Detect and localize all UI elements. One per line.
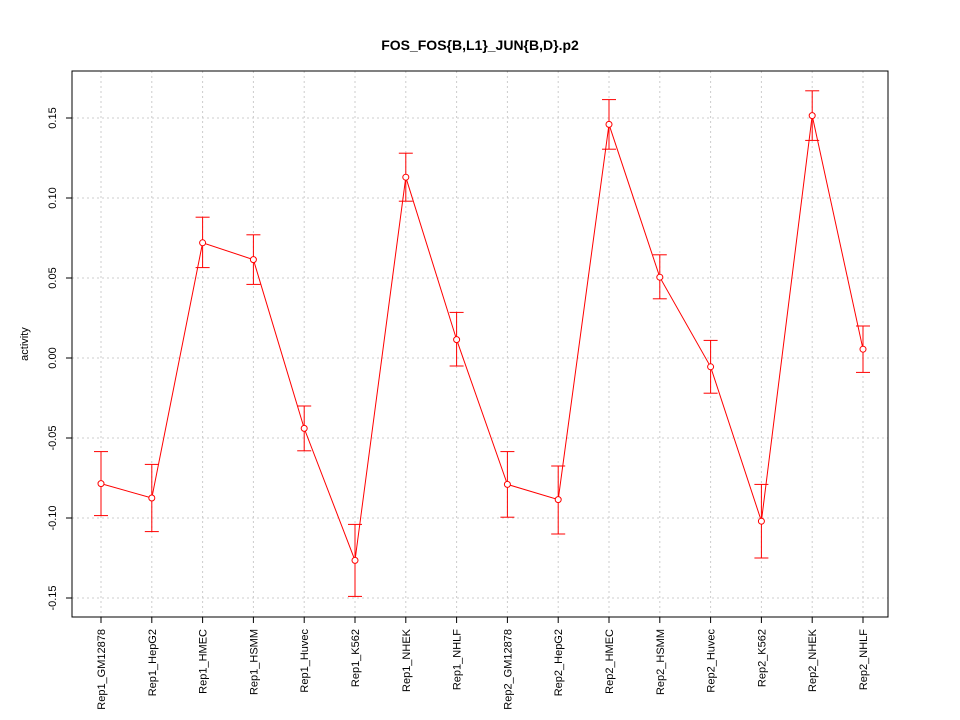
x-tick-label: Rep1_NHLF bbox=[452, 629, 464, 690]
x-tick-label: Rep1_HMEC bbox=[198, 629, 210, 694]
x-axis: Rep1_GM12878 Rep1_HepG2 Rep1_HMEC Rep1_HSMM… bbox=[96, 617, 870, 710]
series-layer bbox=[94, 90, 870, 597]
y-axis: -0.15 -0.10 -0.05 0.00 0.05 0.10 0.15 bbox=[47, 107, 72, 611]
x-tick-label: Rep1_K562 bbox=[350, 629, 362, 687]
data-point bbox=[808, 112, 816, 120]
x-tick-label: Rep1_NHEK bbox=[401, 628, 413, 692]
data-point bbox=[402, 173, 410, 181]
plot-frame bbox=[71, 70, 889, 618]
x-tick-label: Rep1_Huvec bbox=[299, 629, 311, 693]
x-tick-label: Rep1_HepG2 bbox=[147, 629, 159, 696]
data-point bbox=[656, 273, 664, 281]
data-point bbox=[97, 480, 105, 488]
data-point bbox=[199, 239, 207, 247]
data-point bbox=[503, 480, 511, 488]
y-tick-label: 0.10 bbox=[47, 187, 59, 208]
data-point bbox=[148, 494, 156, 502]
x-tick-label: Rep2_HMEC bbox=[604, 629, 616, 694]
y-axis-label: activity bbox=[19, 327, 31, 361]
data-point bbox=[351, 556, 359, 564]
series-line bbox=[100, 115, 864, 561]
data-point bbox=[300, 424, 308, 432]
data-point bbox=[707, 363, 715, 371]
x-tick-label: Rep2_HepG2 bbox=[553, 629, 565, 696]
x-tick-label: Rep2_Huvec bbox=[706, 629, 718, 693]
x-tick-label: Rep2_HSMM bbox=[655, 629, 667, 695]
x-tick-label: Rep2_NHEK bbox=[807, 628, 819, 692]
y-tick-label: -0.10 bbox=[47, 505, 59, 530]
y-tick-label: -0.15 bbox=[47, 585, 59, 610]
y-tick-label: 0.05 bbox=[47, 267, 59, 288]
data-point bbox=[249, 256, 257, 264]
data-point bbox=[605, 120, 613, 128]
data-point bbox=[453, 336, 461, 344]
grid bbox=[72, 71, 888, 617]
x-tick-label: Rep1_HSMM bbox=[248, 629, 260, 695]
y-tick-label: -0.05 bbox=[47, 425, 59, 450]
x-tick-label: Rep2_K562 bbox=[756, 629, 768, 687]
data-point bbox=[859, 345, 867, 353]
chart-title: FOS_FOS{B,L1}_JUN{B,D}.p2 bbox=[381, 37, 579, 53]
y-tick-label: 0.15 bbox=[47, 107, 59, 128]
x-tick-label: Rep2_GM12878 bbox=[502, 629, 514, 710]
data-point bbox=[757, 517, 765, 525]
x-tick-label: Rep2_NHLF bbox=[858, 629, 870, 690]
data-point bbox=[554, 496, 562, 504]
x-tick-label: Rep1_GM12878 bbox=[96, 629, 108, 710]
y-tick-label: 0.00 bbox=[47, 347, 59, 368]
